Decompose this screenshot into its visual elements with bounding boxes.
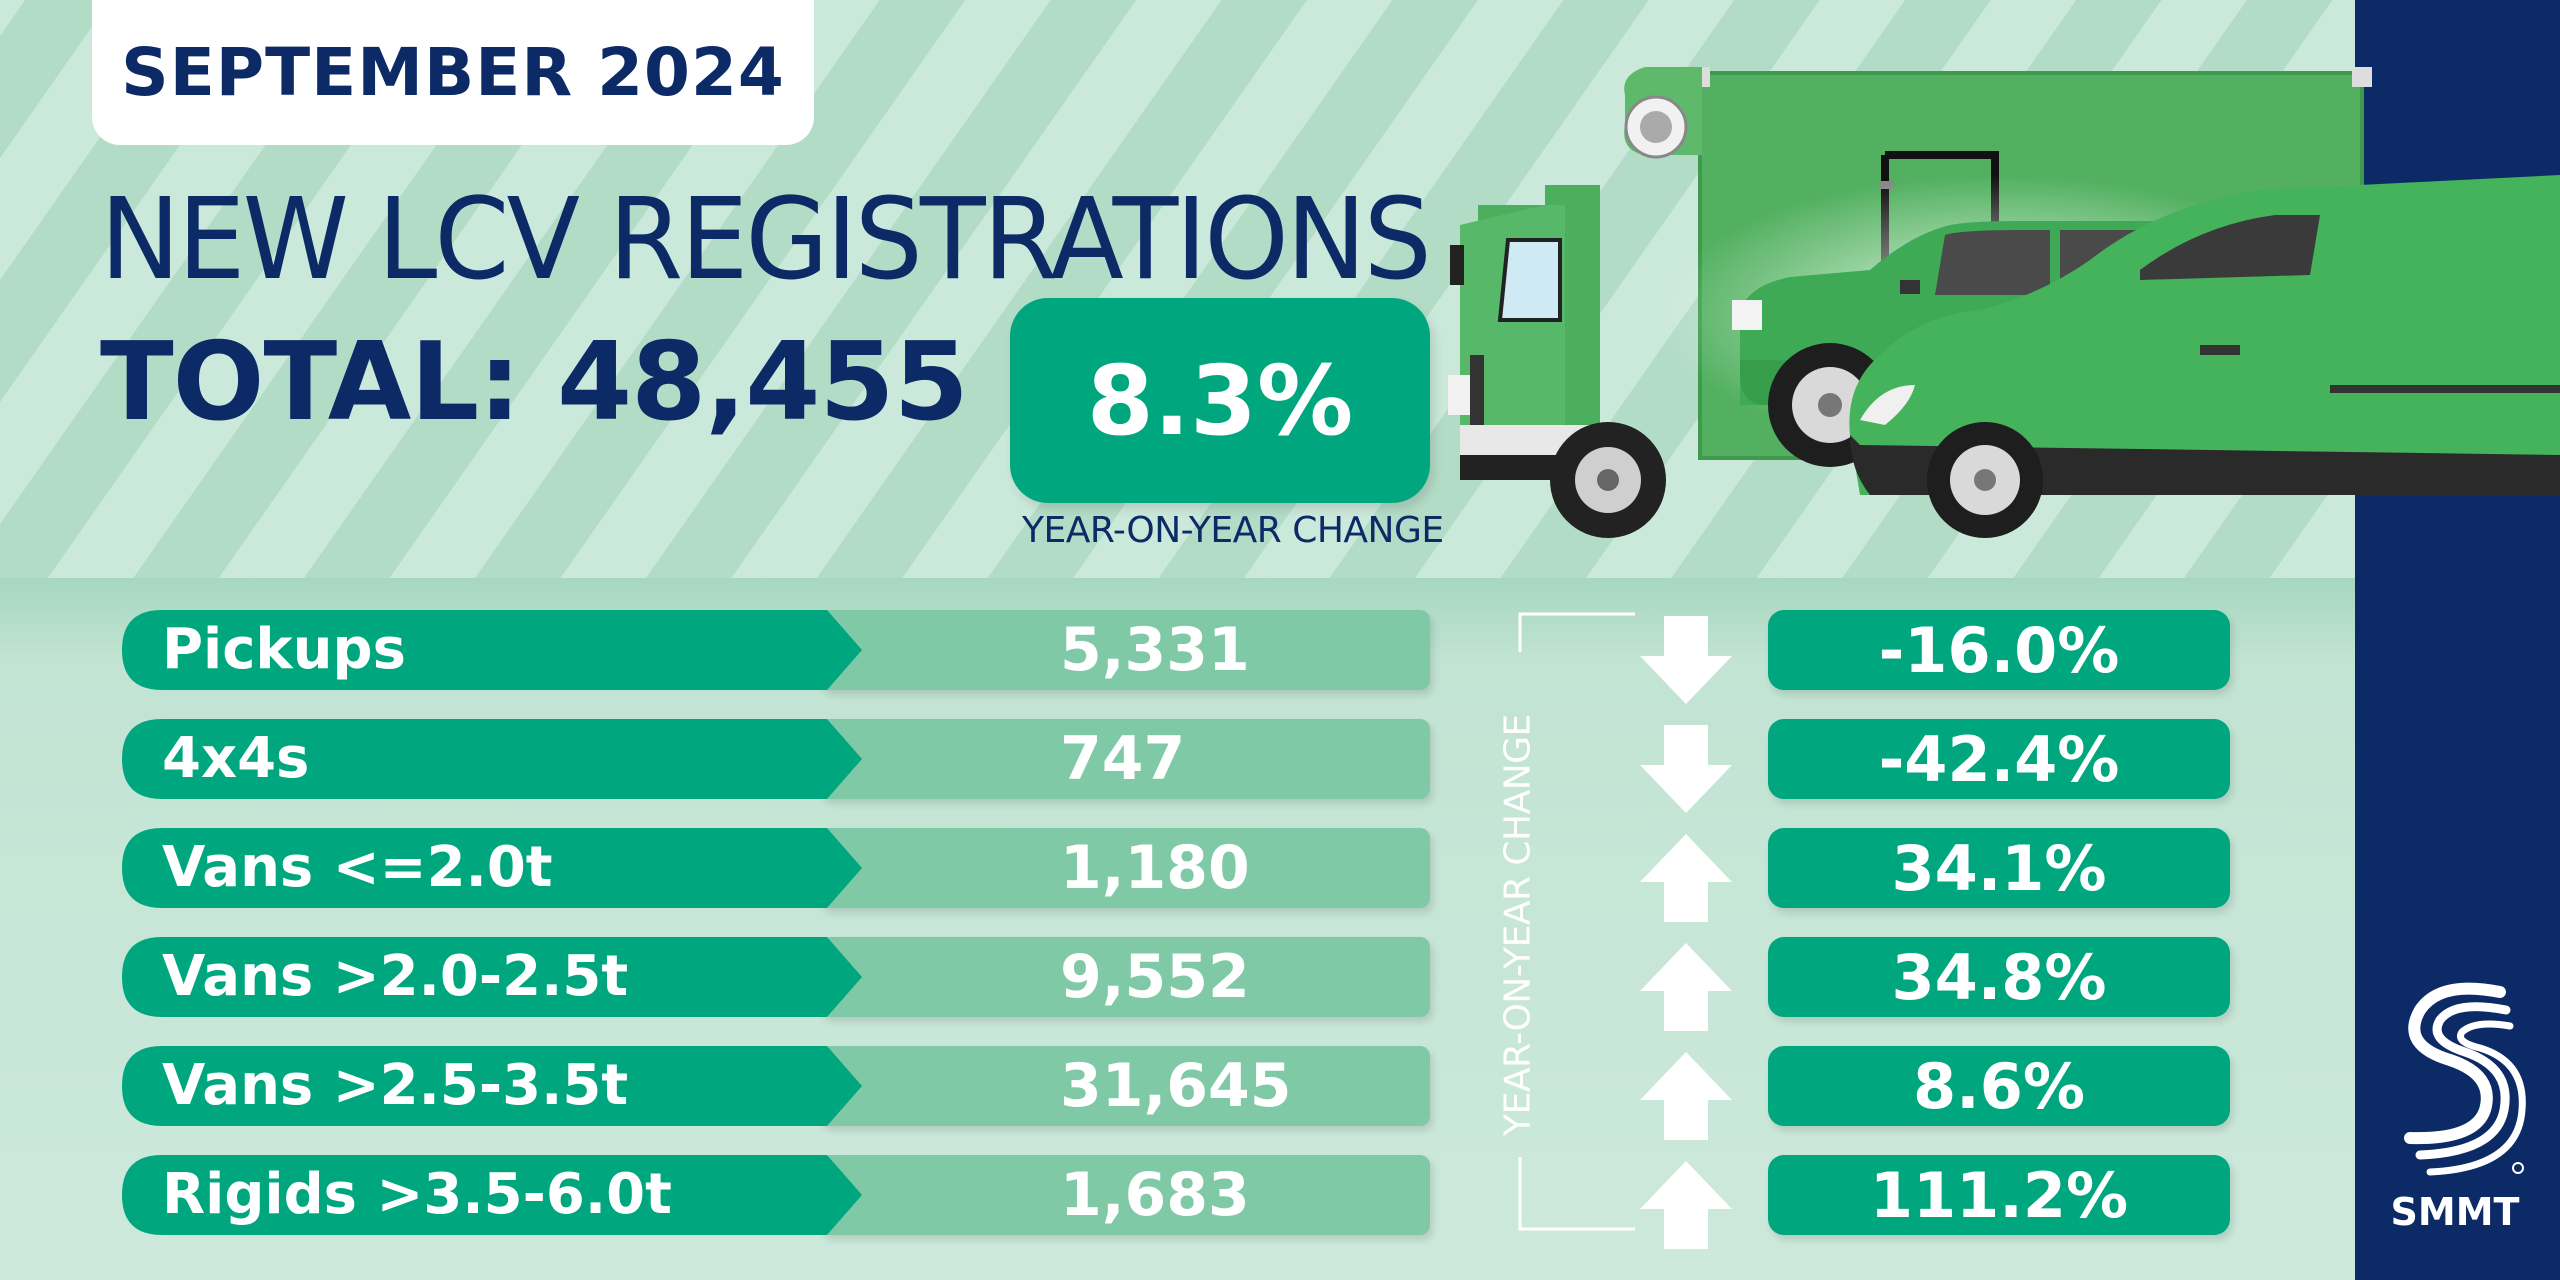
yoy-change-box: 8.3% [1010,298,1430,503]
change-value: 34.1% [1891,831,2107,905]
row-label: Vans >2.0-2.5t [162,944,629,1009]
row-label-bar: Vans >2.5-3.5t [122,1046,862,1126]
date-text: SEPTEMBER 2024 [121,34,785,111]
row-label-bar: Vans <=2.0t [122,828,862,908]
row-value-bar: 31,645 [820,1046,1430,1126]
bracket-line [1518,612,1635,1231]
change-badge: 34.1% [1768,828,2230,908]
row-value-bar: 9,552 [820,937,1430,1017]
change-value: 111.2% [1869,1158,2129,1232]
change-value: 34.8% [1891,940,2107,1014]
row-label-bar: 4x4s [122,719,862,799]
arrow-down-icon [1640,725,1732,813]
smmt-logo-icon [2404,982,2526,1176]
date-badge: SEPTEMBER 2024 [92,0,814,145]
row-value-bar: 5,331 [820,610,1430,690]
van-icon [1849,175,2560,538]
change-value: -42.4% [1878,722,2120,796]
row-label: Rigids >3.5-6.0t [162,1162,672,1227]
yoy-change-value: 8.3% [1086,344,1354,457]
row-label-bar: Vans >2.0-2.5t [122,937,862,1017]
row-value: 9,552 [1060,942,1250,1012]
row-label-bar: Pickups [122,610,862,690]
change-value: 8.6% [1913,1049,2085,1123]
row-label-bar: Rigids >3.5-6.0t [122,1155,862,1235]
arrow-up-icon [1640,1161,1732,1249]
arrow-up-icon [1640,834,1732,922]
vehicles-illustration [1448,67,2560,538]
row-label: 4x4s [162,726,310,791]
page-title: NEW LCV REGISTRATIONS [100,175,1432,305]
row-value-bar: 1,683 [820,1155,1430,1235]
row-label: Vans <=2.0t [162,835,553,900]
arrow-up-icon [1640,1052,1732,1140]
row-label: Vans >2.5-3.5t [162,1053,629,1118]
row-value-bar: 1,180 [820,828,1430,908]
row-value: 31,645 [1060,1051,1292,1121]
change-badge: -16.0% [1768,610,2230,690]
row-value: 5,331 [1060,615,1250,685]
arrow-down-icon [1640,616,1732,704]
change-value: -16.0% [1878,613,2120,687]
row-value: 747 [1060,724,1186,794]
change-badge: 111.2% [1768,1155,2230,1235]
yoy-change-caption: YEAR-ON-YEAR CHANGE [1022,510,1444,551]
row-label: Pickups [162,617,406,682]
yoy-vertical-text: YEAR-ON-YEAR CHANGE [1497,714,1539,1136]
total-registrations: TOTAL: 48,455 [100,320,969,445]
change-badge: -42.4% [1768,719,2230,799]
row-value-bar: 747 [820,719,1430,799]
row-value: 1,683 [1060,1160,1250,1230]
change-badge: 8.6% [1768,1046,2230,1126]
brand-name: SMMT [2390,1190,2520,1234]
change-badge: 34.8% [1768,937,2230,1017]
arrow-up-icon [1640,943,1732,1031]
row-value: 1,180 [1060,833,1250,903]
